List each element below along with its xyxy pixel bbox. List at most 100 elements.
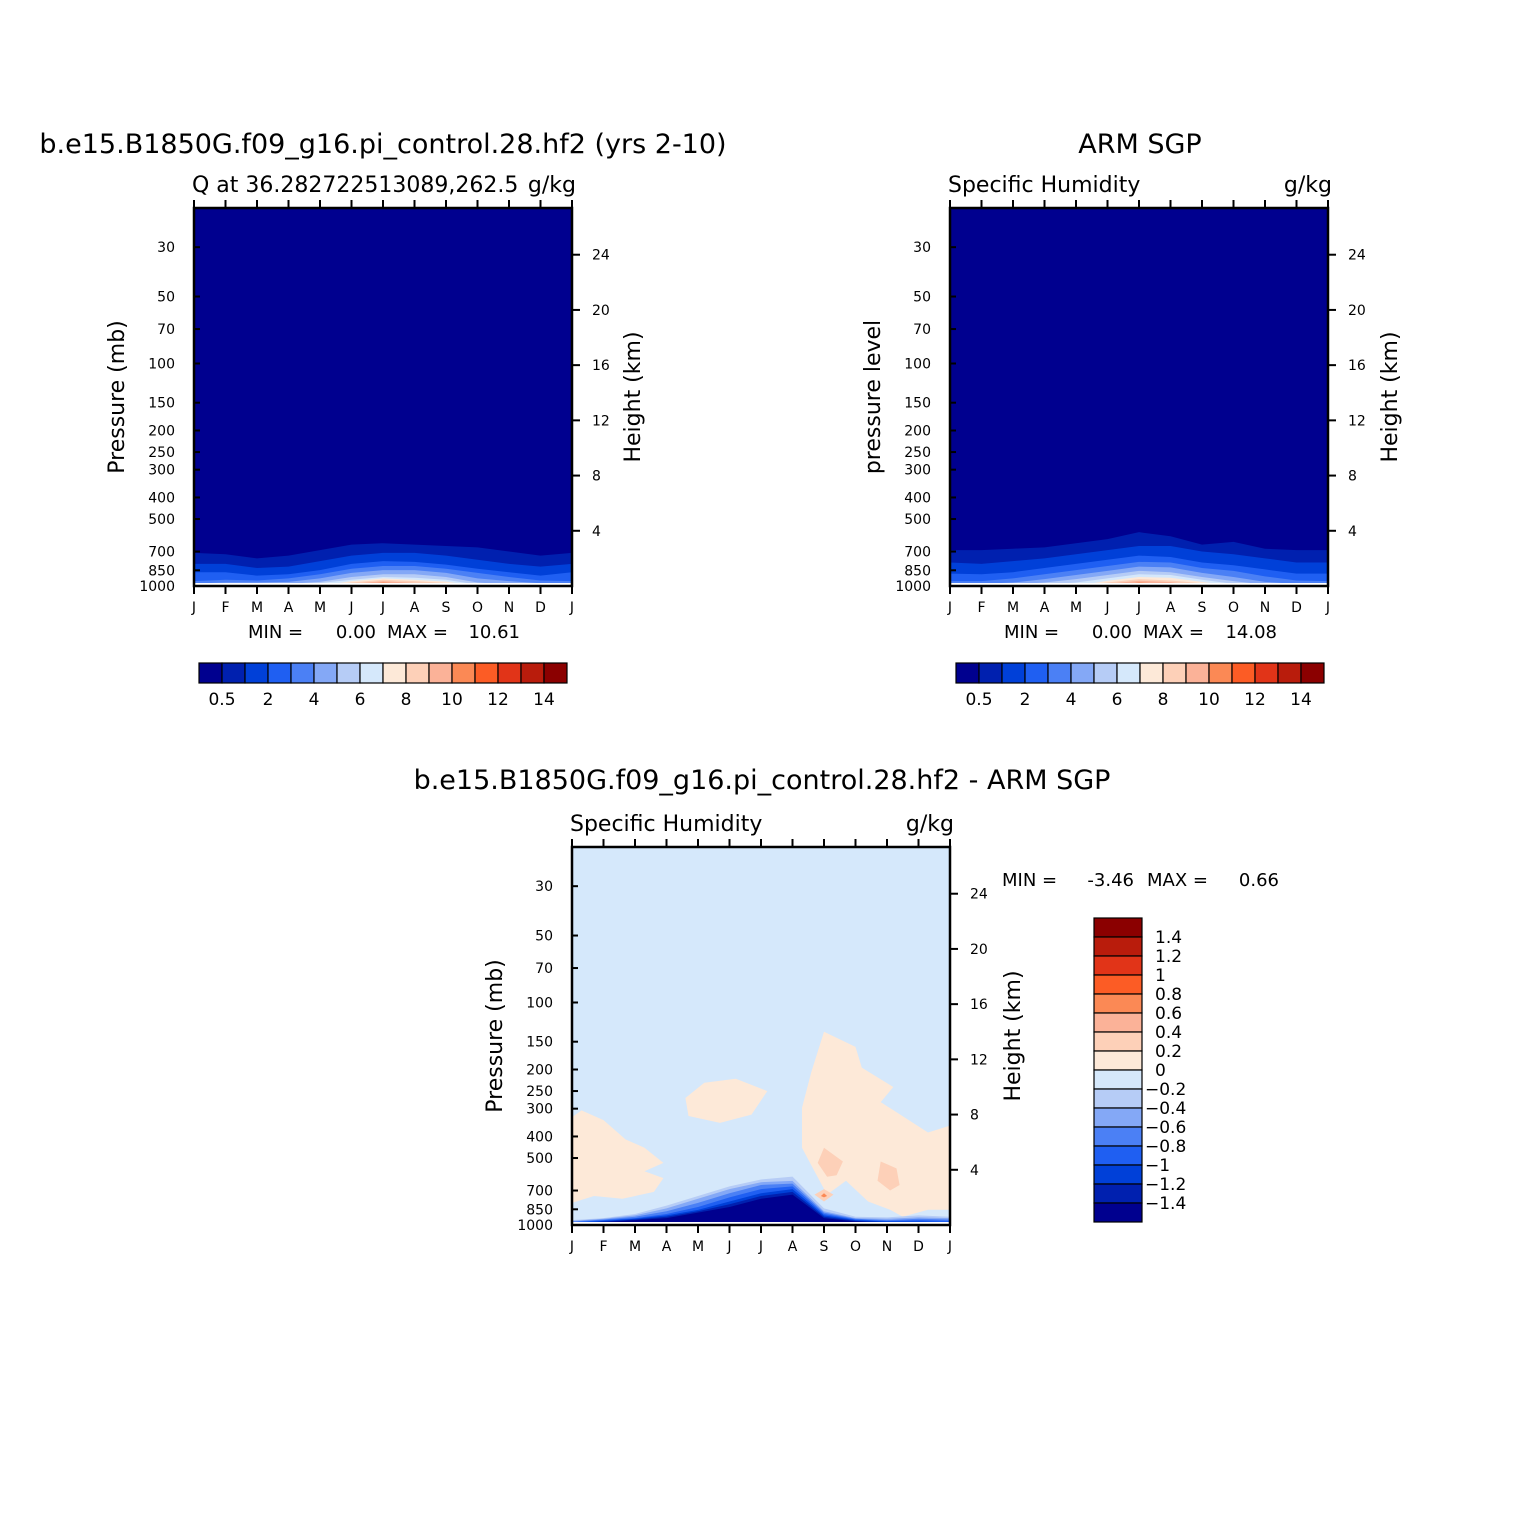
positive-anomaly-region — [572, 1110, 664, 1203]
colorbar-label: 0.5 — [965, 690, 992, 710]
month-tick-label: S — [442, 600, 451, 616]
colorbar-box — [221, 662, 246, 684]
height-tick-label: 12 — [1348, 413, 1366, 429]
month-tick-label: J — [947, 600, 952, 616]
height-tick-label: 4 — [592, 524, 601, 540]
month-tick-label: J — [348, 600, 353, 616]
panel3-units: g/kg — [906, 812, 954, 837]
month-tick-label: J — [1136, 600, 1141, 616]
month-tick-label: M — [1007, 600, 1019, 616]
pressure-tick-label: 250 — [148, 445, 175, 461]
panel1-units: g/kg — [528, 173, 576, 198]
panel3-title: b.e15.B1850G.f09_g16.pi_control.28.hf2 -… — [414, 765, 1111, 796]
month-tick-label: D — [1291, 600, 1302, 616]
height-tick-label: 16 — [1348, 358, 1366, 374]
colorbar-label: 12 — [487, 690, 509, 710]
pressure-tick-label: 300 — [526, 1102, 553, 1118]
month-tick-label: N — [504, 600, 514, 616]
pressure-tick-label: 150 — [148, 396, 175, 412]
pressure-tick-label: 70 — [535, 961, 553, 977]
colorbar-box — [1070, 662, 1095, 684]
colorbar-label: −0.6 — [1145, 1118, 1186, 1138]
panel1-max-label: MAX = — [387, 622, 448, 643]
colorbar-box — [428, 662, 453, 684]
panel1-max-value: 10.61 — [468, 622, 520, 643]
colorbar-label: 1 — [1155, 966, 1166, 986]
level-fill — [194, 208, 572, 586]
pressure-tick-label: 150 — [526, 1035, 553, 1051]
colorbar-box — [1093, 1088, 1143, 1109]
colorbar-box — [1277, 662, 1302, 684]
pressure-tick-label: 400 — [904, 490, 931, 506]
pressure-tick-label: 850 — [526, 1202, 553, 1218]
month-tick-label: M — [692, 1239, 704, 1255]
panel2-min-label: MIN = — [1004, 622, 1059, 643]
colorbar-box — [198, 662, 223, 684]
panel1-colorbar: 0.5 2 4 6 8 10 12 14 — [198, 662, 568, 710]
colorbar-box — [1093, 1069, 1143, 1090]
height-tick-label: 20 — [970, 942, 988, 958]
panel2-right-axis-label: Height (km) — [1378, 331, 1403, 462]
panel3-left-axis-label: Pressure (mb) — [483, 959, 508, 1113]
panel2-contour-field — [950, 208, 1328, 586]
month-tick-label: O — [850, 1239, 861, 1255]
height-tick-label: 8 — [592, 469, 601, 485]
colorbar-label: 4 — [309, 690, 320, 710]
pressure-tick-label: 700 — [904, 545, 931, 561]
month-tick-label: A — [1040, 600, 1050, 616]
colorbar-label: 1.2 — [1155, 947, 1182, 967]
panel2-colorbar: 0.5 2 4 6 8 10 12 14 — [955, 662, 1325, 710]
pressure-tick-label: 30 — [157, 240, 175, 256]
height-tick-label: 8 — [1348, 469, 1357, 485]
month-tick-label: M — [314, 600, 326, 616]
pressure-tick-label: 30 — [535, 879, 553, 895]
colorbar-box — [1093, 1202, 1143, 1223]
colorbar-box — [1185, 662, 1210, 684]
panel2-min-max: MIN = 0.00 MAX = 14.08 — [1004, 622, 1277, 643]
pressure-tick-label: 1000 — [517, 1218, 553, 1234]
panel2-units: g/kg — [1284, 173, 1332, 198]
colorbar-box — [359, 662, 384, 684]
month-tick-label: J — [726, 1239, 731, 1255]
colorbar-box — [405, 662, 430, 684]
surface-strip — [950, 583, 1328, 586]
month-tick-label: O — [1228, 600, 1239, 616]
colorbar-label: −1 — [1145, 1156, 1170, 1176]
colorbar-box — [955, 662, 980, 684]
pressure-tick-label: 500 — [526, 1151, 553, 1167]
month-tick-label: D — [913, 1239, 924, 1255]
colorbar-label: 2 — [263, 690, 274, 710]
colorbar-box — [1093, 1107, 1143, 1128]
colorbar-box — [313, 662, 338, 684]
month-tick-label: D — [535, 600, 546, 616]
pressure-tick-label: 850 — [148, 563, 175, 579]
colorbar-box — [451, 662, 476, 684]
colorbar-box — [1093, 1126, 1143, 1147]
pressure-tick-label: 200 — [148, 423, 175, 439]
colorbar-box — [1047, 662, 1072, 684]
colorbar-label: 0.6 — [1155, 1004, 1182, 1024]
month-tick-label: S — [1198, 600, 1207, 616]
panel1-title: b.e15.B1850G.f09_g16.pi_control.28.hf2 (… — [39, 129, 726, 160]
colorbar-box — [290, 662, 315, 684]
pressure-tick-label: 250 — [904, 445, 931, 461]
month-tick-label: A — [410, 600, 420, 616]
pressure-tick-label: 50 — [913, 290, 931, 306]
height-tick-label: 20 — [592, 303, 610, 319]
pressure-tick-label: 100 — [148, 357, 175, 373]
colorbar-label: 0.5 — [208, 690, 235, 710]
height-tick-label: 24 — [1348, 248, 1366, 264]
panel2-subtitle-left: Specific Humidity — [948, 173, 1140, 198]
panel2-max-label: MAX = — [1143, 622, 1204, 643]
pressure-tick-label: 150 — [904, 396, 931, 412]
month-tick-label: J — [569, 1239, 574, 1255]
month-tick-label: A — [1166, 600, 1176, 616]
month-tick-label: J — [380, 600, 385, 616]
colorbar-box — [543, 662, 568, 684]
month-tick-label: O — [472, 600, 483, 616]
pressure-tick-label: 300 — [904, 463, 931, 479]
month-tick-label: N — [882, 1239, 892, 1255]
pressure-tick-label: 50 — [157, 290, 175, 306]
